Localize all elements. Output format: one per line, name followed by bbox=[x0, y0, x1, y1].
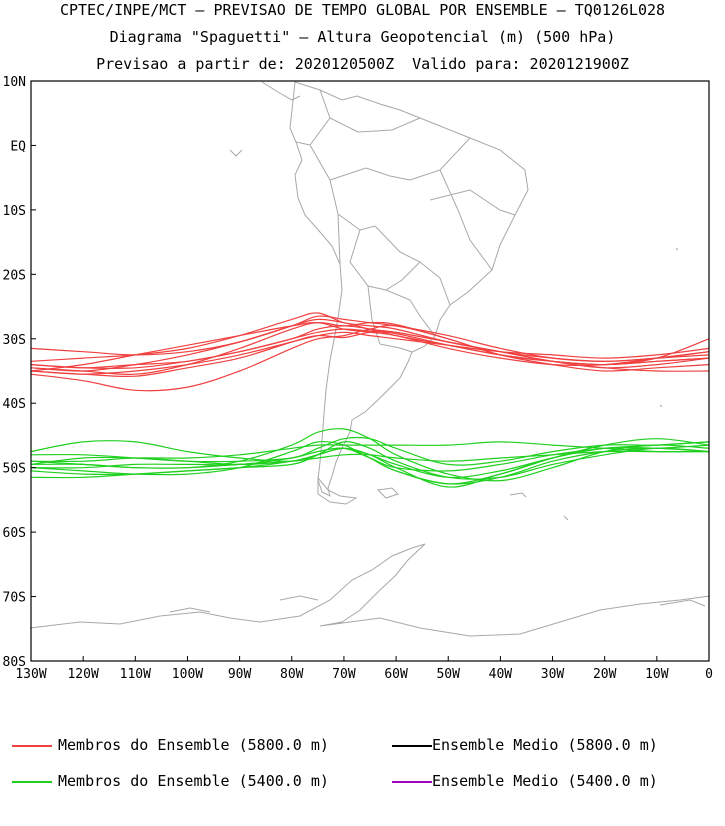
south-georgia bbox=[509, 492, 527, 498]
legend-swatch-members-5400 bbox=[12, 781, 52, 783]
antarctica-coastline bbox=[29, 543, 711, 637]
x-tick-label: 40W bbox=[489, 667, 513, 682]
series-line-5800-0 bbox=[30, 331, 710, 378]
x-tick-label: 60W bbox=[384, 667, 408, 682]
x-tick-label: 30W bbox=[541, 667, 565, 682]
central-america-coastline bbox=[229, 81, 301, 157]
legend-swatch-mean-5800 bbox=[392, 745, 432, 747]
x-tick-label: 0 bbox=[705, 667, 713, 682]
series-line-5800-5 bbox=[30, 315, 710, 362]
x-tick-label: 100W bbox=[172, 667, 203, 682]
chart-title-line-3: Previsao a partir de: 2020120500Z Valido… bbox=[96, 55, 629, 73]
y-tick-label: 20S bbox=[3, 268, 26, 283]
x-tick-label: 130W bbox=[15, 667, 46, 682]
axes: 130W 120W 110W 100W 90W 80W 70W 60W 50W 40W 30W 20W… bbox=[3, 75, 713, 682]
y-tick-label: 10S bbox=[3, 204, 26, 219]
series-line-5800-4 bbox=[30, 321, 710, 376]
x-tick-label: 120W bbox=[67, 667, 98, 682]
series-layer bbox=[30, 312, 710, 488]
country-borders bbox=[295, 89, 516, 353]
series-line-5800-6 bbox=[30, 331, 710, 375]
x-tick-label: 80W bbox=[280, 667, 304, 682]
x-tick-label: 110W bbox=[120, 667, 151, 682]
legend-label-members-5800: Membros do Ensemble (5800.0 m) bbox=[58, 736, 329, 754]
plot-frame bbox=[30, 80, 710, 662]
spaghetti-plot: 130W 120W 110W 100W 90W 80W 70W 60W 50W 40W 30W 20W… bbox=[3, 75, 713, 682]
y-tick-label: 40S bbox=[3, 397, 26, 412]
y-tick-label: EQ bbox=[10, 139, 26, 154]
y-tick-label: 30S bbox=[3, 333, 26, 348]
legend-label-members-5400: Membros do Ensemble (5400.0 m) bbox=[58, 772, 329, 790]
y-tick-label: 60S bbox=[3, 526, 26, 541]
legend-item-members-5800: Membros do Ensemble (5800.0 m) bbox=[12, 736, 362, 756]
series-line-5400-11 bbox=[30, 441, 710, 463]
series-line-5400-15 bbox=[30, 441, 710, 480]
y-tick-label: 10N bbox=[3, 75, 26, 90]
series-line-5400-19 bbox=[30, 436, 710, 466]
series-line-5800-8 bbox=[30, 321, 710, 372]
south-america-coastline bbox=[289, 81, 529, 497]
y-tick-label: 70S bbox=[3, 591, 26, 606]
legend-item-members-5400: Membros do Ensemble (5400.0 m) bbox=[12, 772, 362, 792]
legend-swatch-members-5800 bbox=[12, 745, 52, 747]
atlantic-islands bbox=[563, 247, 679, 521]
y-tick-label: 50S bbox=[3, 462, 26, 477]
x-tick-label: 10W bbox=[645, 667, 669, 682]
series-line-5800-1 bbox=[30, 328, 710, 369]
series-line-5800-7 bbox=[30, 318, 710, 372]
series-line-5400-18 bbox=[30, 450, 709, 469]
legend-item-mean-5800: Ensemble Medio (5800.0 m) bbox=[392, 736, 712, 756]
legend-label-mean-5400: Ensemble Medio (5400.0 m) bbox=[432, 772, 658, 790]
antarctic-islands bbox=[169, 595, 706, 613]
series-line-5400-10 bbox=[30, 440, 710, 479]
series-line-5800-3 bbox=[30, 312, 710, 369]
falkland-islands bbox=[376, 487, 399, 499]
y-tick-label: 80S bbox=[3, 655, 26, 670]
coastline-map bbox=[29, 81, 711, 637]
chart-title-line-2: Diagrama "Spaguetti" — Altura Geopotenci… bbox=[109, 28, 616, 46]
x-tick-label: 90W bbox=[228, 667, 252, 682]
x-tick-label: 70W bbox=[332, 667, 356, 682]
series-line-5800-9 bbox=[30, 325, 710, 370]
tierra-del-fuego bbox=[317, 476, 358, 505]
legend-label-mean-5800: Ensemble Medio (5800.0 m) bbox=[432, 736, 658, 754]
x-tick-label: 20W bbox=[593, 667, 617, 682]
series-line-5400-16 bbox=[30, 447, 710, 485]
legend-item-mean-5400: Ensemble Medio (5400.0 m) bbox=[392, 772, 712, 792]
legend-swatch-mean-5400 bbox=[392, 781, 432, 783]
chart-title-line-1: CPTEC/INPE/MCT — PREVISAO DE TEMPO GLOBA… bbox=[59, 1, 666, 19]
x-tick-label: 50W bbox=[436, 667, 460, 682]
